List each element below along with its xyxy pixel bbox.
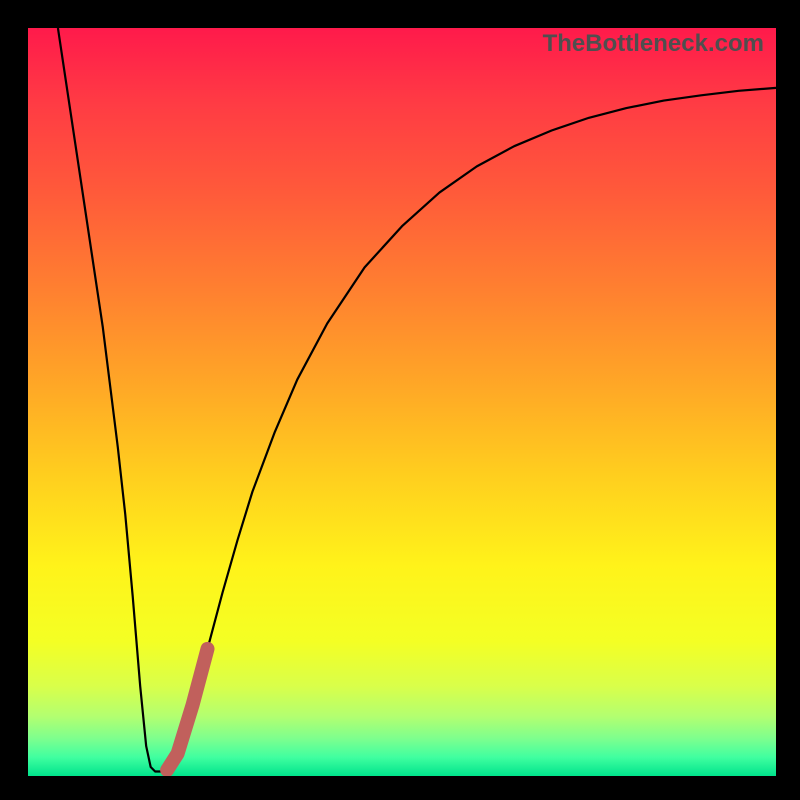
plot-area: TheBottleneck.com — [28, 28, 776, 776]
curve-layer — [28, 28, 776, 776]
bottleneck-curve — [58, 28, 776, 772]
marker-segment — [167, 649, 207, 770]
